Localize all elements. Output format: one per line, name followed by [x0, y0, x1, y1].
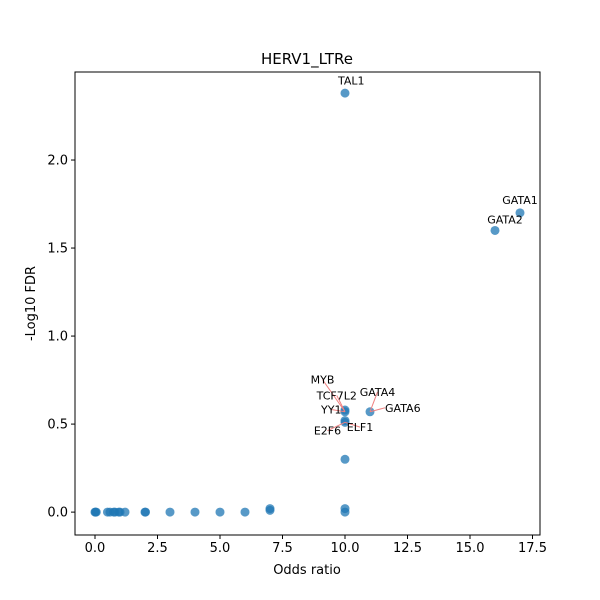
data-point: [120, 507, 130, 517]
data-point: [91, 507, 101, 517]
annotation-label: E2F6: [314, 425, 341, 438]
x-tick-label: 17.5: [518, 541, 547, 556]
x-tick-label: 7.5: [272, 541, 293, 556]
annotation-label: GATA2: [487, 213, 523, 226]
x-tick-label: 12.5: [393, 541, 422, 556]
data-point: [490, 225, 500, 235]
data-point: [340, 88, 350, 98]
annotation-label: TAL1: [337, 74, 365, 87]
annotation-label: ELF1: [347, 421, 373, 434]
data-point: [340, 504, 350, 514]
x-tick-label: 0.0: [85, 541, 106, 556]
x-tick-label: 10.0: [331, 541, 360, 556]
x-tick-label: 5.0: [210, 541, 231, 556]
data-point: [190, 507, 200, 517]
points-layer: [90, 88, 525, 517]
x-tick-label: 15.0: [456, 541, 485, 556]
x-axis-label: Odds ratio: [273, 563, 341, 578]
y-tick-label: 0.0: [47, 506, 68, 521]
annotation-label: GATA4: [360, 386, 396, 399]
x-tick-label: 2.5: [147, 541, 168, 556]
annotations-layer: TAL1 GATA1 GATA2 MYB TCF7L2 GATA4 YY1 GATA6 ELF1…: [311, 74, 538, 437]
annotation-label: GATA1: [502, 194, 538, 207]
annotation-label: YY1: [320, 404, 341, 417]
annotation-arrow: [322, 379, 346, 413]
x-axis-ticks: 0.0 2.5 5.0 7.5 10.0 12.5 15.0 17.5: [85, 535, 547, 556]
data-point: [141, 507, 150, 517]
annotation-label: GATA6: [385, 402, 421, 415]
y-axis-label: -Log10 FDR: [24, 266, 39, 341]
y-tick-label: 1.0: [47, 330, 68, 345]
y-tick-label: 2.0: [47, 154, 68, 169]
data-point: [165, 507, 175, 517]
annotation-arrow: [331, 409, 346, 413]
data-point: [515, 208, 525, 218]
chart-title: HERV1_LTRe: [261, 50, 353, 69]
annotation-arrow: [369, 391, 378, 412]
plot-frame: [74, 71, 541, 536]
annotation-arrow: [336, 395, 346, 412]
annotation-arrow: [344, 421, 361, 428]
data-point: [240, 507, 250, 517]
data-point: [265, 504, 275, 514]
data-point: [215, 507, 225, 517]
annotation-arrow: [327, 421, 346, 432]
y-tick-label: 0.5: [47, 418, 68, 433]
annotation-arrow: [369, 407, 386, 413]
annotation-label: TCF7L2: [316, 389, 357, 402]
annotation-label: MYB: [311, 374, 335, 387]
y-tick-label: 1.5: [47, 242, 68, 257]
data-point: [340, 454, 350, 464]
y-axis-ticks: 0.0 0.5 1.0 1.5 2.0: [47, 154, 75, 521]
